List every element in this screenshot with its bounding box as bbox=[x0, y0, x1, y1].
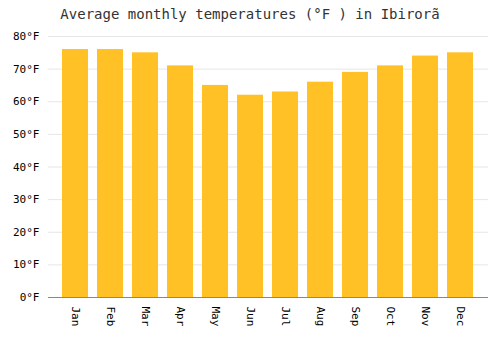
svg-text:Oct: Oct bbox=[384, 307, 397, 327]
svg-text:50°F: 50°F bbox=[13, 128, 40, 141]
svg-text:Jun: Jun bbox=[244, 307, 257, 327]
svg-text:Mar: Mar bbox=[139, 307, 152, 327]
svg-text:60°F: 60°F bbox=[13, 95, 40, 108]
svg-text:80°F: 80°F bbox=[13, 30, 40, 43]
svg-text:Jan: Jan bbox=[69, 307, 82, 327]
svg-text:Nov: Nov bbox=[419, 307, 432, 327]
svg-text:20°F: 20°F bbox=[13, 226, 40, 239]
svg-text:Feb: Feb bbox=[104, 307, 117, 327]
svg-text:Jul: Jul bbox=[279, 307, 292, 327]
html-text:Average monthly temperatures (: Average monthly temperatures (°F ) in Ib… bbox=[60, 6, 440, 22]
svg-text:10°F: 10°F bbox=[13, 258, 40, 271]
svg-text:40°F: 40°F bbox=[13, 161, 40, 174]
svg-text:30°F: 30°F bbox=[13, 193, 40, 206]
svg-text:70°F: 70°F bbox=[13, 63, 40, 76]
svg-text:0°F: 0°F bbox=[20, 291, 40, 304]
svg-text:May: May bbox=[209, 307, 222, 327]
svg-text:Aug: Aug bbox=[314, 307, 327, 327]
svg-text:Dec: Dec bbox=[454, 307, 467, 327]
svg-text:Apr: Apr bbox=[174, 307, 187, 327]
svg-text:Sep: Sep bbox=[349, 307, 362, 327]
